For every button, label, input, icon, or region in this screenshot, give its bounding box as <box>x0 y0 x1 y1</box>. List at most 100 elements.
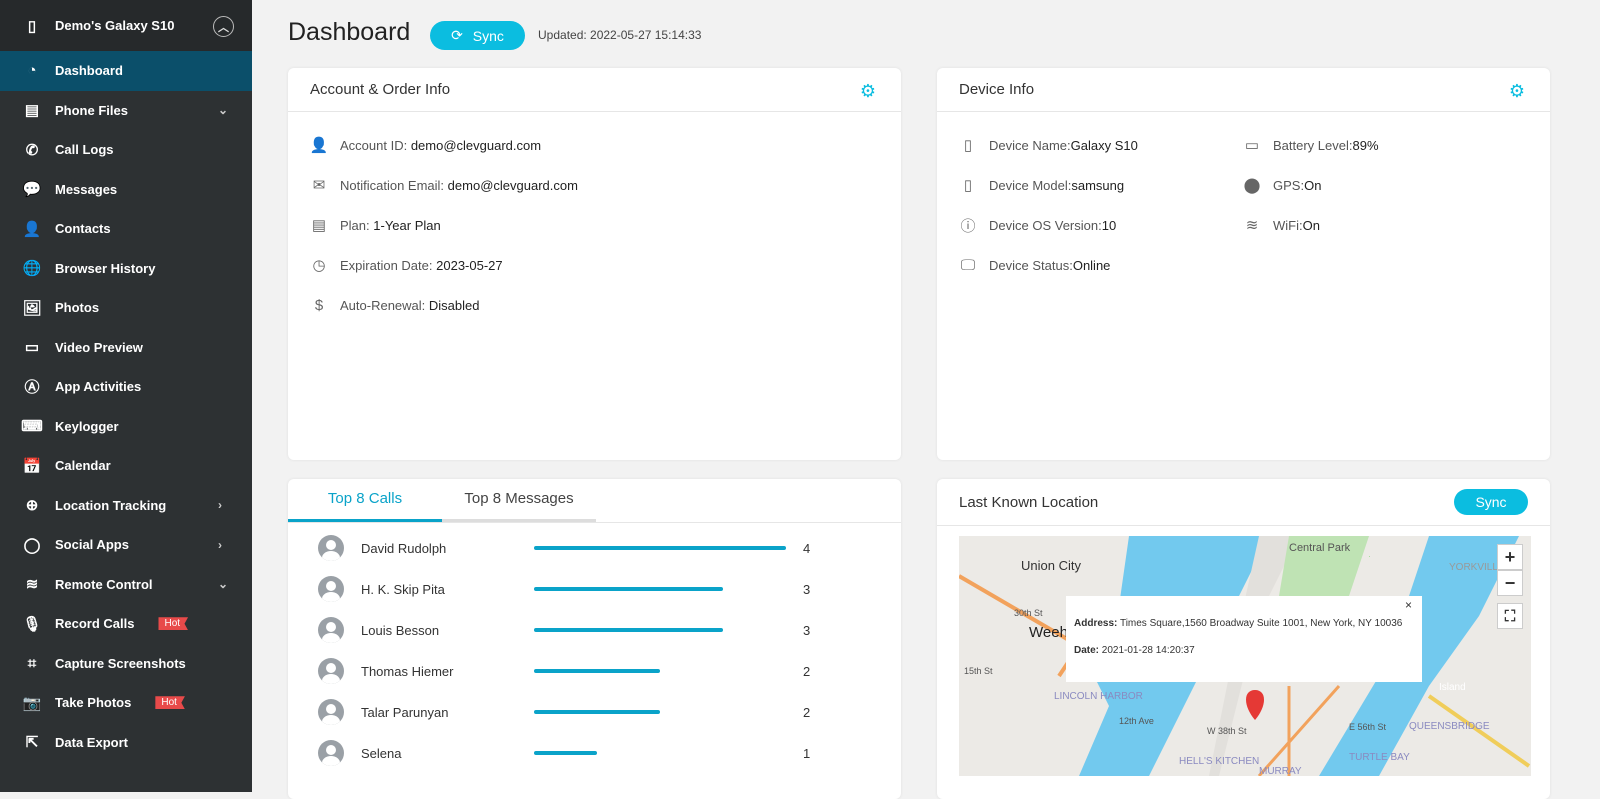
sidebar-item-call-logs[interactable]: ✆ Call Logs <box>0 130 252 170</box>
tab-top-messages[interactable]: Top 8 Messages <box>442 479 596 522</box>
sidebar-item-label: Browser History <box>55 260 156 276</box>
call-row[interactable]: Selena 1 <box>318 740 878 766</box>
location-pin-icon: ⬤ <box>1243 177 1261 194</box>
gear-icon[interactable]: ⚙ <box>859 81 876 101</box>
map-label: YORKVILLE <box>1449 562 1505 573</box>
device-selector[interactable]: ▯ Demo's Galaxy S10 ︿ <box>0 0 252 51</box>
map-label: Weeh <box>1029 624 1068 641</box>
dollar-icon: $ <box>314 296 324 314</box>
card-title: Account & Order Info <box>310 81 451 98</box>
target-icon: ⊕ <box>25 497 39 515</box>
sidebar-item-label: Video Preview <box>55 339 143 355</box>
sidebar-item-contacts[interactable]: 👤 Contacts <box>0 209 252 249</box>
page-title: Dashboard <box>288 18 411 46</box>
sidebar-item-label: Call Logs <box>55 142 114 158</box>
app-icon: Ⓐ <box>24 379 40 397</box>
call-row[interactable]: Louis Besson 3 <box>318 617 878 643</box>
fullscreen-button[interactable]: ⛶ <box>1497 603 1523 629</box>
chevron-icon[interactable]: › <box>218 537 222 552</box>
location-sync-button[interactable]: Sync <box>1454 489 1528 515</box>
device-row: ⬤ GPS: On <box>1243 177 1322 194</box>
chevron-icon[interactable]: › <box>218 498 222 513</box>
device-row: ≋ WiFi: On <box>1243 216 1320 234</box>
hot-badge: Hot <box>155 696 185 710</box>
avatar <box>318 617 344 643</box>
sidebar-item-label: Data Export <box>55 734 128 750</box>
chevron-icon[interactable]: ⌄ <box>218 103 229 118</box>
account-card: Account & Order Info ⚙ 👤 Account ID: demo@… <box>288 68 901 460</box>
sidebar-item-label: Phone Files <box>55 102 128 118</box>
chat-icon: 💬 <box>22 181 42 199</box>
avatar <box>318 535 344 561</box>
phone-icon: ✆ <box>25 141 39 159</box>
map-label: MURRAY <box>1259 766 1302 776</box>
sidebar-item-label: Calendar <box>55 458 111 474</box>
call-row[interactable]: Thomas Hiemer 2 <box>318 658 878 684</box>
sidebar-item-label: Social Apps <box>55 537 129 553</box>
mail-icon: ✉ <box>312 177 326 194</box>
sidebar-item-take-photos[interactable]: 📷 Take Photos Hot <box>0 683 252 723</box>
device-card: Device Info ⚙ ▯ Device Name: Galaxy S10 ▯ Dev… <box>937 68 1550 460</box>
account-row: ◷ Expiration Date: 2023-05-27 <box>310 256 502 274</box>
sidebar-item-label: Capture Screenshots <box>55 655 186 671</box>
sidebar-item-capture-screenshots[interactable]: ⌗ Capture Screenshots <box>0 644 252 684</box>
call-row[interactable]: H. K. Skip Pita 3 <box>318 576 878 602</box>
sidebar-item-photos[interactable]: 🖼 Photos <box>0 288 252 328</box>
avatar <box>318 740 344 766</box>
clock-icon: ◷ <box>312 257 326 274</box>
device-row: ▭ Battery Level: 89% <box>1244 137 1379 154</box>
device-row: 🖵 Device Status: Online <box>960 256 1111 274</box>
sidebar-item-label: Keylogger <box>55 418 119 434</box>
sidebar-item-calendar[interactable]: 📅 Calendar <box>0 446 252 486</box>
phone-icon: ▯ <box>963 137 973 154</box>
sync-icon: ⟳ <box>451 27 463 43</box>
document-icon: ▤ <box>311 217 327 234</box>
call-bar <box>534 546 786 550</box>
sidebar-item-phone-files[interactable]: ▤ Phone Files ⌄ <box>0 91 252 131</box>
card-title: Last Known Location <box>959 493 1099 511</box>
sidebar-item-video-preview[interactable]: ▭ Video Preview <box>0 328 252 368</box>
call-bar <box>534 587 723 591</box>
zoom-out-button[interactable]: − <box>1497 570 1523 596</box>
sidebar-item-app-activities[interactable]: Ⓐ App Activities <box>0 367 252 407</box>
zoom-in-button[interactable]: + <box>1497 544 1523 570</box>
location-date: 2021-01-28 14:20:37 <box>1099 645 1195 656</box>
sidebar-item-browser-history[interactable]: 🌐 Browser History <box>0 249 252 289</box>
location-card: Last Known Location Sync Union City Centr… <box>937 479 1550 799</box>
device-row: ⓘ Device OS Version: 10 <box>960 217 1117 235</box>
sidebar-item-social-apps[interactable]: ◯ Social Apps › <box>0 525 252 565</box>
account-row: $ Auto-Renewal: Disabled <box>310 296 480 314</box>
sidebar-item-keylogger[interactable]: ⌨ Keylogger <box>0 407 252 447</box>
map[interactable]: Union City Central Park YORKVILLE Weeh LINCO… <box>959 536 1531 776</box>
phone-icon: ▯ <box>27 17 37 35</box>
sidebar-item-label: Record Calls <box>55 616 135 632</box>
device-row: ▯ Device Name: Galaxy S10 <box>959 136 1138 154</box>
sidebar-item-dashboard[interactable]: ◔ Dashboard <box>0 51 252 91</box>
sync-button[interactable]: ⟳ Sync <box>430 21 525 50</box>
close-icon[interactable]: × <box>1404 598 1412 612</box>
avatar <box>318 658 344 684</box>
sidebar-item-record-calls[interactable]: 🎙 Record Calls Hot <box>0 604 252 644</box>
sidebar-item-location-tracking[interactable]: ⊕ Location Tracking › <box>0 486 252 526</box>
account-row: ▤ Plan: 1-Year Plan <box>311 217 441 234</box>
chevron-icon[interactable]: ⌄ <box>218 577 229 592</box>
call-row[interactable]: Talar Parunyan 2 <box>318 699 878 725</box>
image-icon: 🖼 <box>22 299 42 317</box>
phone-icon: ▯ <box>963 177 973 194</box>
clipboard-icon: ▤ <box>24 102 40 120</box>
call-row[interactable]: David Rudolph 4 <box>318 535 878 561</box>
map-label: QUEENSBRIDGE <box>1409 721 1490 732</box>
collapse-icon[interactable]: ︿ <box>213 16 234 37</box>
gear-icon[interactable]: ⚙ <box>1508 81 1525 101</box>
updated-time: Updated: 2022-05-27 15:14:33 <box>538 28 702 42</box>
keyboard-icon: ⌨ <box>21 418 43 436</box>
sidebar-item-data-export[interactable]: ⇱ Data Export <box>0 723 252 763</box>
sidebar-item-remote-control[interactable]: ≋ Remote Control ⌄ <box>0 565 252 605</box>
sidebar-item-label: Photos <box>55 300 100 316</box>
video-icon: ▭ <box>24 339 40 357</box>
sidebar-item-messages[interactable]: 💬 Messages <box>0 170 252 210</box>
location-popup: × Address: Times Square,1560 Broadway Su… <box>1066 596 1422 682</box>
camera-icon: 📷 <box>22 694 42 712</box>
tab-top-calls[interactable]: Top 8 Calls <box>288 479 442 522</box>
gauge-icon: ◔ <box>27 62 37 80</box>
